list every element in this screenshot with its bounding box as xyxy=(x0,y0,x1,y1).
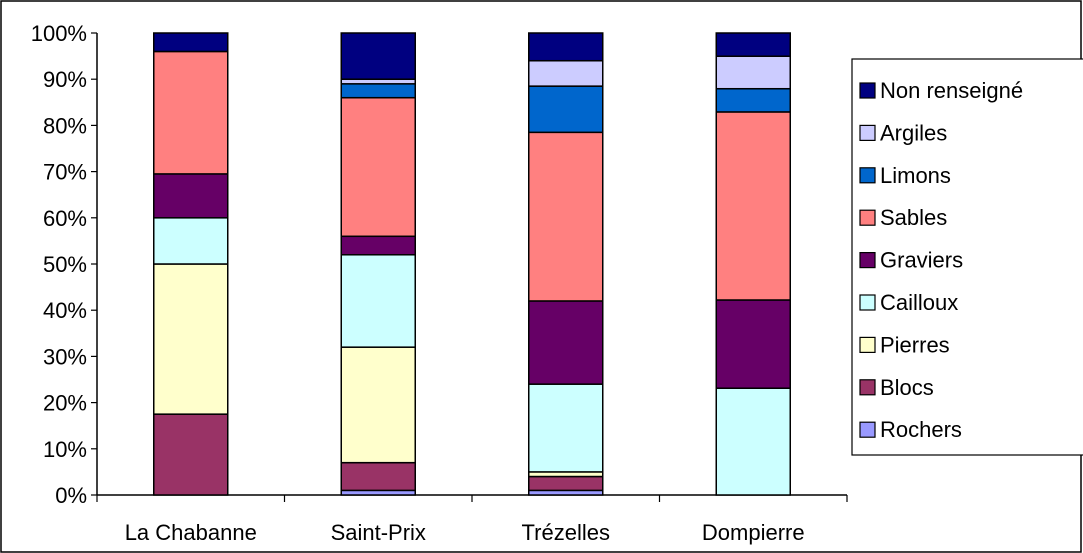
x-tick-label: La Chabanne xyxy=(125,520,257,545)
legend-swatch xyxy=(859,294,876,311)
legend-swatch xyxy=(859,209,876,226)
legend-label: Rochers xyxy=(880,417,962,442)
bar-segment xyxy=(715,111,791,301)
bar-segment xyxy=(528,131,604,302)
legend-label: Pierres xyxy=(880,332,950,357)
bar-segment xyxy=(715,32,791,57)
bar-segment xyxy=(153,173,229,219)
bar-segment xyxy=(153,32,229,53)
y-tick-label: 70% xyxy=(43,160,87,185)
legend-label: Sables xyxy=(880,205,947,230)
y-tick-label: 20% xyxy=(43,391,87,416)
legend-box xyxy=(851,58,1083,456)
bars xyxy=(153,32,791,496)
legend-swatch xyxy=(859,336,876,353)
y-tick-label: 90% xyxy=(43,67,87,92)
bar-segment xyxy=(340,254,416,348)
bar-segment xyxy=(715,299,791,389)
y-tick-label: 80% xyxy=(43,113,87,138)
x-tick-label: Saint-Prix xyxy=(331,520,426,545)
legend: Non renseigné Argiles Limons Sables Graviers… xyxy=(851,58,1083,456)
legend-swatch xyxy=(859,82,876,99)
bar-segment xyxy=(340,96,416,238)
bar-segment xyxy=(528,59,604,87)
bar-segment xyxy=(528,300,604,385)
bar-segment xyxy=(340,346,416,464)
y-tick-label: 30% xyxy=(43,344,87,369)
bar-segment xyxy=(340,32,416,80)
bar-segment xyxy=(340,461,416,492)
axes: 0% 10% 20% 30% 40% 50% 60% 70% 80% 90% 100% La Chab… xyxy=(31,21,848,545)
legend-swatch xyxy=(859,124,876,142)
bar-segment xyxy=(715,55,791,90)
bar-segment xyxy=(153,263,229,415)
y-tick-label: 10% xyxy=(43,437,87,462)
legend-label: Cailloux xyxy=(880,290,958,315)
bar-segment xyxy=(153,217,229,265)
legend-label: Graviers xyxy=(880,248,963,273)
bar-segment xyxy=(528,475,604,492)
bar-segment xyxy=(153,413,229,496)
y-tick-label: 60% xyxy=(43,206,87,231)
legend-swatch xyxy=(859,167,876,184)
legend-swatch xyxy=(859,252,876,269)
bar-segment xyxy=(528,383,604,473)
x-tick-label: Dompierre xyxy=(702,520,805,545)
x-tick-label: Trézelles xyxy=(522,520,610,545)
legend-swatch xyxy=(859,379,876,396)
legend-label: Limons xyxy=(880,163,951,188)
legend-swatch xyxy=(859,421,876,438)
bar-segment xyxy=(715,387,791,496)
bar-segment xyxy=(715,87,791,113)
y-tick-label: 100% xyxy=(31,21,87,46)
y-tick-label: 0% xyxy=(55,483,87,508)
y-tick-label: 50% xyxy=(43,252,87,277)
legend-label: Argiles xyxy=(880,120,947,145)
bar-segment xyxy=(153,50,229,175)
bar-segment xyxy=(528,32,604,62)
bar-segment xyxy=(528,85,604,134)
legend-label: Blocs xyxy=(880,375,934,400)
bar-segment xyxy=(340,83,416,99)
legend-label: Non renseigné xyxy=(880,78,1023,103)
bar-segment xyxy=(340,235,416,256)
y-tick-label: 40% xyxy=(43,298,87,323)
